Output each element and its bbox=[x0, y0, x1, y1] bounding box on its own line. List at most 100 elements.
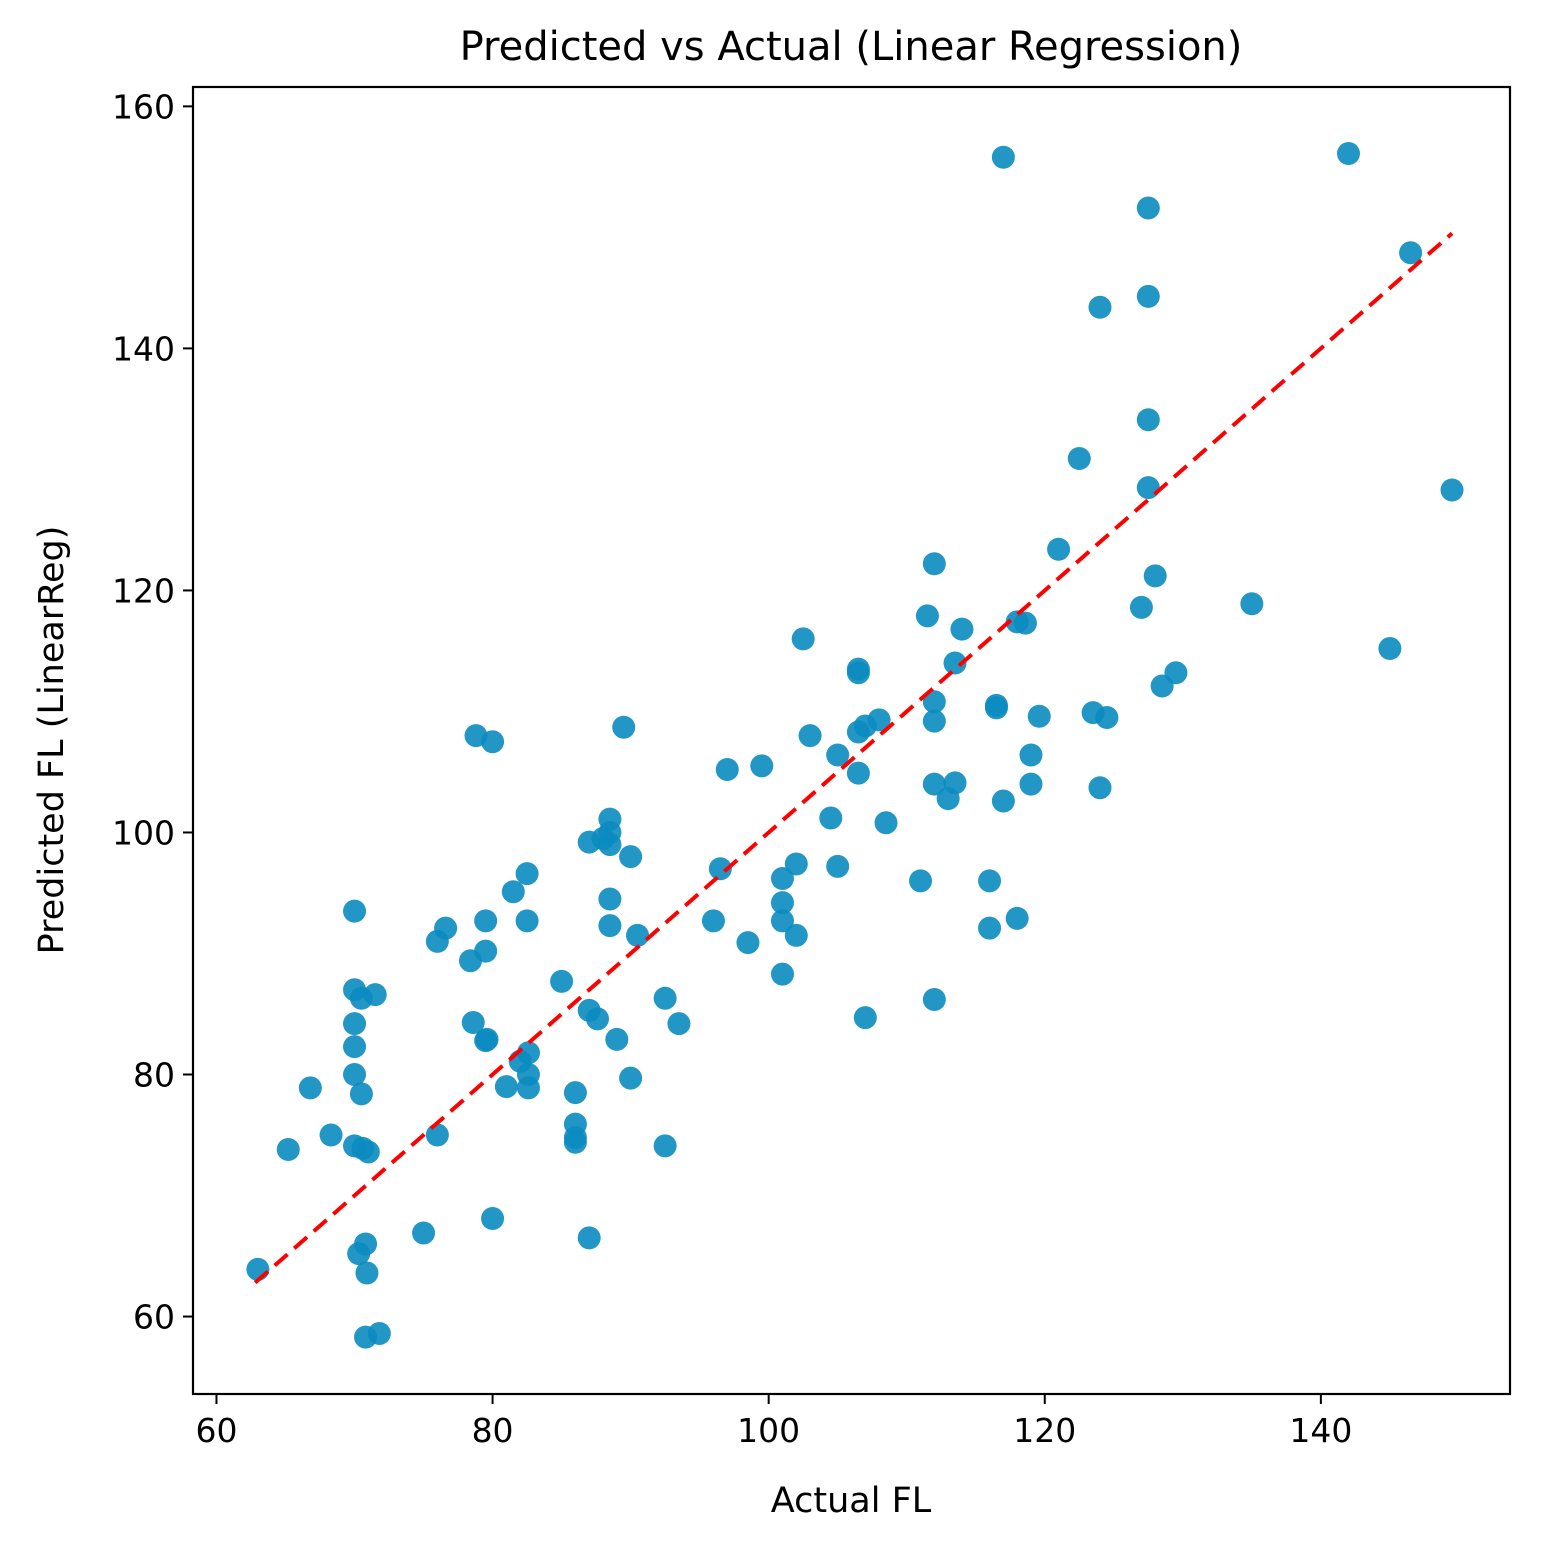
chart-title: Predicted vs Actual (Linear Regression) bbox=[460, 24, 1243, 70]
data-point bbox=[481, 1207, 505, 1231]
data-point bbox=[770, 962, 794, 986]
data-point bbox=[550, 969, 574, 993]
y-tick-label: 120 bbox=[112, 571, 175, 610]
y-tick-label: 80 bbox=[133, 1056, 175, 1095]
data-point bbox=[355, 1261, 379, 1285]
data-point bbox=[846, 761, 870, 785]
data-point bbox=[563, 1081, 587, 1105]
data-point bbox=[1440, 478, 1464, 502]
data-point bbox=[867, 708, 891, 732]
data-point bbox=[1143, 564, 1167, 588]
data-point bbox=[653, 1134, 677, 1158]
data-point bbox=[563, 1130, 587, 1154]
data-point bbox=[343, 1063, 367, 1087]
reference-line bbox=[253, 231, 1454, 1285]
data-point bbox=[354, 1232, 378, 1256]
data-point bbox=[874, 811, 898, 835]
y-axis: 60 80 100 120 140 160 bbox=[112, 87, 193, 1337]
data-point bbox=[1019, 772, 1043, 796]
data-point bbox=[978, 869, 1002, 893]
data-point bbox=[922, 987, 946, 1011]
data-point bbox=[943, 651, 967, 675]
y-tick-label: 140 bbox=[112, 329, 175, 368]
x-tick-label: 100 bbox=[737, 1411, 800, 1450]
data-point bbox=[1378, 637, 1402, 661]
data-point bbox=[708, 857, 732, 881]
plot-area-frame bbox=[191, 85, 1512, 1396]
data-point bbox=[626, 923, 650, 947]
data-point bbox=[1399, 241, 1423, 265]
data-point bbox=[653, 986, 677, 1010]
data-point bbox=[605, 1027, 629, 1051]
data-point bbox=[1336, 142, 1360, 166]
data-point bbox=[853, 1006, 877, 1030]
x-tick-label: 60 bbox=[195, 1411, 237, 1450]
y-tick-label: 160 bbox=[112, 87, 175, 126]
data-point bbox=[516, 1076, 540, 1100]
data-point bbox=[770, 866, 794, 890]
data-point bbox=[598, 887, 622, 911]
data-point bbox=[1019, 743, 1043, 767]
data-point bbox=[950, 617, 974, 641]
data-point bbox=[494, 1075, 518, 1099]
data-point bbox=[1005, 906, 1029, 930]
data-point bbox=[619, 845, 643, 869]
data-point bbox=[770, 891, 794, 915]
data-point bbox=[619, 1066, 643, 1090]
y-axis-label: Predicted FL (LinearReg) bbox=[32, 526, 72, 955]
x-tick-label: 80 bbox=[472, 1411, 514, 1450]
y-tick-label: 100 bbox=[112, 813, 175, 852]
data-point bbox=[1095, 706, 1119, 730]
data-point bbox=[736, 931, 760, 955]
data-point bbox=[784, 923, 808, 947]
data-point bbox=[915, 604, 939, 628]
data-point bbox=[784, 852, 808, 876]
data-point bbox=[475, 1027, 499, 1051]
data-point bbox=[846, 661, 870, 685]
data-point bbox=[791, 627, 815, 651]
data-point bbox=[516, 1041, 540, 1065]
data-point bbox=[750, 754, 774, 778]
data-point bbox=[826, 743, 850, 767]
data-point bbox=[826, 854, 850, 878]
data-point bbox=[474, 909, 498, 933]
data-point bbox=[1136, 476, 1160, 500]
data-point bbox=[356, 1140, 380, 1164]
data-point bbox=[481, 730, 505, 754]
data-point bbox=[1013, 611, 1037, 635]
data-point bbox=[922, 690, 946, 714]
data-point bbox=[1136, 196, 1160, 220]
data-point bbox=[515, 862, 539, 886]
data-point bbox=[343, 899, 367, 923]
data-point bbox=[909, 869, 933, 893]
data-point bbox=[770, 909, 794, 933]
x-axis: 60 80 100 120 140 bbox=[195, 1394, 1352, 1450]
data-point bbox=[598, 914, 622, 938]
data-point bbox=[1088, 776, 1112, 800]
data-point bbox=[991, 789, 1015, 813]
x-tick-label: 120 bbox=[1013, 1411, 1076, 1450]
data-point bbox=[319, 1123, 343, 1147]
data-point bbox=[943, 771, 967, 795]
data-point bbox=[1067, 447, 1091, 471]
data-point bbox=[343, 1012, 367, 1036]
y-tick-label: 60 bbox=[133, 1298, 175, 1337]
data-point bbox=[1240, 592, 1264, 616]
data-point bbox=[1164, 661, 1188, 685]
data-point bbox=[474, 939, 498, 963]
data-point bbox=[701, 909, 725, 933]
data-point bbox=[1088, 295, 1112, 319]
data-point bbox=[922, 709, 946, 733]
data-point bbox=[1129, 595, 1153, 619]
data-point bbox=[667, 1012, 691, 1036]
data-point bbox=[798, 724, 822, 748]
x-axis-label: Actual FL bbox=[771, 1481, 932, 1521]
data-point bbox=[349, 1082, 373, 1106]
data-point bbox=[984, 696, 1008, 720]
data-point bbox=[715, 758, 739, 782]
data-point bbox=[434, 916, 458, 940]
data-point bbox=[612, 715, 636, 739]
data-point bbox=[819, 806, 843, 830]
data-point bbox=[343, 1035, 367, 1059]
